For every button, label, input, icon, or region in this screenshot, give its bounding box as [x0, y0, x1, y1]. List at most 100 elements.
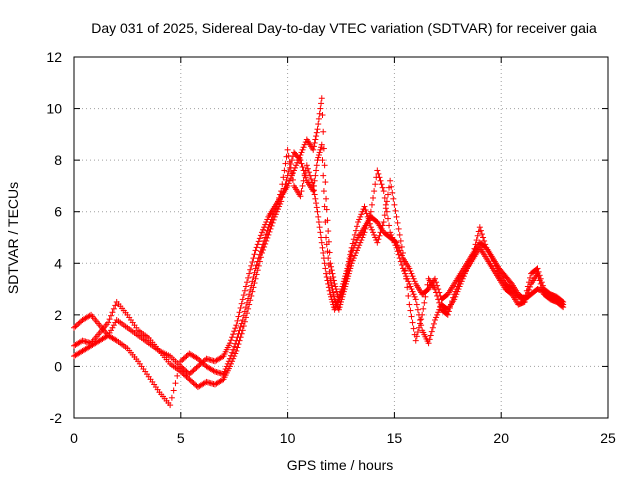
data-point: [411, 293, 418, 300]
data-point: [289, 170, 296, 177]
data-point: [314, 208, 321, 215]
data-point: [280, 174, 287, 181]
data-point: [236, 327, 243, 334]
axis-ticks: 0 5 10 15 20 25 -2 0 2 4 6 8 10 12: [46, 49, 616, 446]
data-point: [244, 299, 251, 306]
data-point: [294, 159, 301, 166]
data-point: [417, 320, 424, 327]
data-point: [422, 293, 429, 300]
data-point: [362, 206, 369, 213]
data-point: [179, 356, 186, 363]
data-point: [473, 237, 480, 244]
data-point: [351, 231, 358, 238]
data-point: [527, 274, 534, 281]
data-point: [404, 284, 411, 291]
data-point: [429, 324, 436, 331]
data-point: [317, 229, 324, 236]
data-point: [415, 324, 422, 331]
data-point: [466, 260, 473, 267]
data-point: [310, 187, 317, 194]
data-point: [222, 366, 229, 373]
data-point: [255, 255, 262, 262]
data-point: [311, 191, 318, 198]
data-point: [167, 402, 174, 409]
data-point: [283, 176, 290, 183]
data-point: [183, 353, 190, 360]
data-point: [172, 380, 179, 387]
data-point: [489, 255, 496, 262]
data-point: [248, 262, 255, 269]
data-point: [237, 304, 244, 311]
data-point: [192, 366, 199, 373]
data-point: [380, 219, 387, 226]
data-point: [296, 155, 303, 162]
data-point: [249, 278, 256, 285]
y-axis-label: SDTVAR / TECUs: [5, 182, 21, 294]
data-point: [435, 296, 442, 303]
data-point: [368, 226, 375, 233]
data-point: [227, 337, 234, 344]
y-tick-label: -2: [50, 410, 63, 426]
data-point: [392, 242, 399, 249]
data-point: [285, 180, 292, 187]
data-point: [264, 227, 271, 234]
y-tick-label: 0: [54, 358, 62, 374]
data-point: [261, 237, 268, 244]
data-point: [298, 149, 305, 156]
data-point: [357, 213, 364, 220]
data-point: [229, 334, 236, 341]
data-point: [455, 280, 462, 287]
data-point: [399, 249, 406, 256]
data-point: [433, 314, 440, 321]
data-point: [231, 343, 238, 350]
data-point: [176, 365, 183, 372]
data-point: [194, 363, 201, 370]
data-point: [376, 232, 383, 239]
data-point: [559, 298, 566, 305]
data-point: [348, 244, 355, 251]
data-point: [451, 291, 458, 298]
data-point: [177, 358, 184, 365]
data-point: [168, 394, 175, 401]
data-point: [179, 364, 186, 371]
data-point: [287, 164, 294, 171]
data-point: [492, 262, 499, 269]
data-point: [277, 191, 284, 198]
data-point: [322, 179, 329, 186]
data-point: [315, 115, 322, 122]
data-point: [320, 172, 327, 179]
data-point: [394, 248, 401, 255]
data-point: [299, 164, 306, 171]
data-point: [446, 304, 453, 311]
x-tick-label: 0: [70, 430, 78, 446]
data-point: [390, 237, 397, 244]
series-trace-c: [71, 146, 567, 409]
data-point: [343, 268, 350, 275]
data-point: [197, 358, 204, 365]
data-point: [271, 208, 278, 215]
data-point: [539, 282, 546, 289]
data-point: [239, 296, 246, 303]
data-point: [297, 193, 304, 200]
data-point: [342, 273, 349, 280]
data-point: [448, 301, 455, 308]
data-point: [465, 262, 472, 269]
data-point: [221, 368, 228, 375]
data-point: [200, 360, 207, 367]
data-point: [361, 229, 368, 236]
data-point: [464, 265, 471, 272]
data-point: [524, 283, 531, 290]
data-point: [396, 255, 403, 262]
data-point: [110, 322, 117, 329]
data-point: [319, 112, 326, 119]
data-point: [257, 248, 264, 255]
data-point: [318, 234, 325, 241]
data-point: [245, 295, 252, 302]
data-point: [393, 244, 400, 251]
data-point: [300, 144, 307, 151]
data-point: [233, 337, 240, 344]
data-point: [323, 270, 330, 277]
data-point: [321, 260, 328, 267]
x-tick-label: 15: [387, 430, 403, 446]
data-point: [318, 144, 325, 151]
